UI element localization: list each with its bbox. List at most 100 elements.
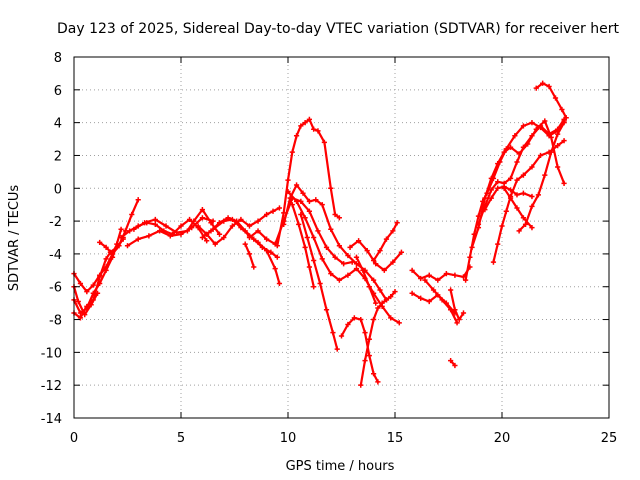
data-point [514, 205, 520, 211]
x-tick-labels: 0 5 10 15 20 25 [70, 431, 617, 446]
data-point [443, 271, 449, 277]
data-point [216, 231, 223, 237]
data-series-group [274, 116, 342, 249]
data-series-group [448, 287, 467, 323]
plot-frame [73, 56, 610, 419]
series-track [276, 118, 341, 247]
data-point [311, 257, 317, 264]
data-point [552, 95, 559, 101]
data-point [520, 172, 526, 178]
data-point [482, 195, 488, 201]
data-point [306, 264, 312, 270]
data-point [328, 185, 334, 191]
data-point [184, 228, 191, 234]
y-tick-label: -6 [49, 281, 62, 296]
y-tick-label: 2 [54, 149, 62, 164]
y-axis-label: SDTVAR / TECUs [7, 185, 22, 292]
data-series-group [409, 264, 473, 283]
data-point [520, 215, 526, 221]
data-point [460, 310, 467, 316]
series-track [340, 316, 379, 383]
data-point [103, 267, 109, 273]
data-point [300, 190, 306, 196]
data-point [199, 215, 205, 221]
data-point [281, 221, 287, 227]
data-point [345, 321, 351, 328]
data-point [94, 290, 101, 296]
data-point [364, 248, 370, 254]
data-point [296, 221, 302, 227]
data-point [529, 203, 535, 209]
data-point [520, 190, 526, 196]
data-point [84, 289, 90, 295]
data-point [264, 248, 270, 254]
data-point [514, 159, 520, 165]
data-point [356, 238, 362, 244]
y-tick-label: 0 [54, 182, 62, 197]
data-point [285, 188, 291, 195]
data-point [323, 307, 330, 313]
data-point [345, 252, 351, 259]
data-point [561, 138, 567, 144]
data-point [157, 228, 163, 234]
data-series-group [338, 315, 381, 385]
data-point [338, 333, 345, 339]
data-point [381, 267, 387, 273]
data-point [448, 357, 454, 364]
axis-ticks [73, 56, 610, 419]
data-series-group [281, 182, 390, 303]
data-point [270, 208, 276, 214]
data-point [341, 261, 347, 267]
data-point [274, 243, 280, 249]
x-tick-label: 0 [70, 431, 78, 446]
data-point [298, 123, 304, 129]
data-point [221, 218, 227, 224]
data-point [555, 131, 561, 137]
data-point [529, 133, 535, 139]
data-point [371, 277, 377, 283]
data-point [507, 175, 514, 182]
data-point [135, 197, 141, 203]
data-point [537, 152, 544, 159]
data-point [77, 280, 84, 287]
data-point [306, 116, 312, 122]
data-series-group [448, 357, 458, 369]
data-series-group [533, 80, 569, 121]
data-point [454, 320, 460, 326]
data-point [398, 249, 405, 255]
data-point [336, 277, 342, 283]
data-point [353, 266, 360, 272]
data-point [229, 223, 235, 229]
data-point [507, 195, 514, 201]
x-tick-label: 25 [601, 431, 618, 446]
data-point [195, 223, 201, 229]
data-point [546, 131, 552, 137]
data-point [293, 182, 300, 188]
data-point [334, 346, 340, 352]
data-point [332, 254, 338, 260]
y-tick-label: -10 [41, 346, 62, 361]
data-point [118, 234, 124, 241]
data-point [255, 228, 261, 234]
data-point [129, 211, 135, 218]
data-point [358, 316, 364, 323]
data-point [345, 272, 351, 278]
data-series-group [422, 277, 460, 326]
data-point [366, 284, 372, 290]
data-point [353, 254, 360, 260]
data-point [490, 259, 497, 265]
data-point [330, 330, 336, 336]
data-point [514, 192, 520, 198]
data-point [456, 316, 462, 323]
data-point [246, 251, 253, 257]
data-point [304, 234, 310, 241]
data-point [77, 315, 84, 321]
data-point [293, 133, 300, 139]
data-point [555, 164, 561, 170]
data-point [88, 302, 94, 308]
data-point [313, 197, 319, 203]
data-point [452, 272, 458, 278]
y-tick-label: 8 [54, 51, 62, 66]
data-series-group [289, 202, 317, 290]
data-point [124, 243, 131, 249]
